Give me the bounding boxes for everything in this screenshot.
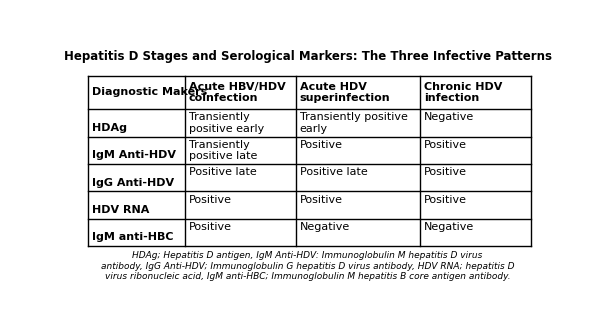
Text: Negative: Negative [424,222,474,232]
Text: Positive late: Positive late [299,167,367,177]
Text: Positive: Positive [189,222,232,232]
Text: Positive: Positive [299,140,343,150]
Text: Acute HDV
superinfection: Acute HDV superinfection [299,82,390,103]
Text: HDAg: HDAg [92,123,127,133]
Text: Positive: Positive [424,195,467,204]
Text: Transiently
positive late: Transiently positive late [189,140,257,161]
Text: Positive late: Positive late [189,167,257,177]
Text: IgG Anti-HDV: IgG Anti-HDV [92,178,174,188]
Text: Acute HBV/HDV
coinfection: Acute HBV/HDV coinfection [189,82,286,103]
Text: Transiently positive
early: Transiently positive early [299,112,407,134]
Text: IgM Anti-HDV: IgM Anti-HDV [92,150,176,160]
Text: Diagnostic Makers: Diagnostic Makers [92,87,207,97]
Text: Chronic HDV
infection: Chronic HDV infection [424,82,502,103]
Text: HDAg; Hepatitis D antigen, IgM Anti-HDV: Immunoglobulin M hepatitis D virus
anti: HDAg; Hepatitis D antigen, IgM Anti-HDV:… [101,251,514,281]
Text: Transiently
positive early: Transiently positive early [189,112,264,134]
Text: IgM anti-HBC: IgM anti-HBC [92,232,173,243]
Text: Negative: Negative [299,222,350,232]
Text: Positive: Positive [299,195,343,204]
Text: Positive: Positive [189,195,232,204]
Text: Hepatitis D Stages and Serological Markers: The Three Infective Patterns: Hepatitis D Stages and Serological Marke… [64,51,551,64]
Text: Positive: Positive [424,140,467,150]
Text: HDV RNA: HDV RNA [92,205,149,215]
Text: Negative: Negative [424,112,474,123]
Text: Positive: Positive [424,167,467,177]
